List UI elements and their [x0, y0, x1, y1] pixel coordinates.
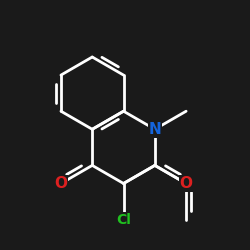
- Text: O: O: [54, 176, 68, 191]
- Text: O: O: [180, 176, 192, 191]
- Text: Cl: Cl: [116, 212, 131, 226]
- Text: N: N: [148, 122, 161, 137]
